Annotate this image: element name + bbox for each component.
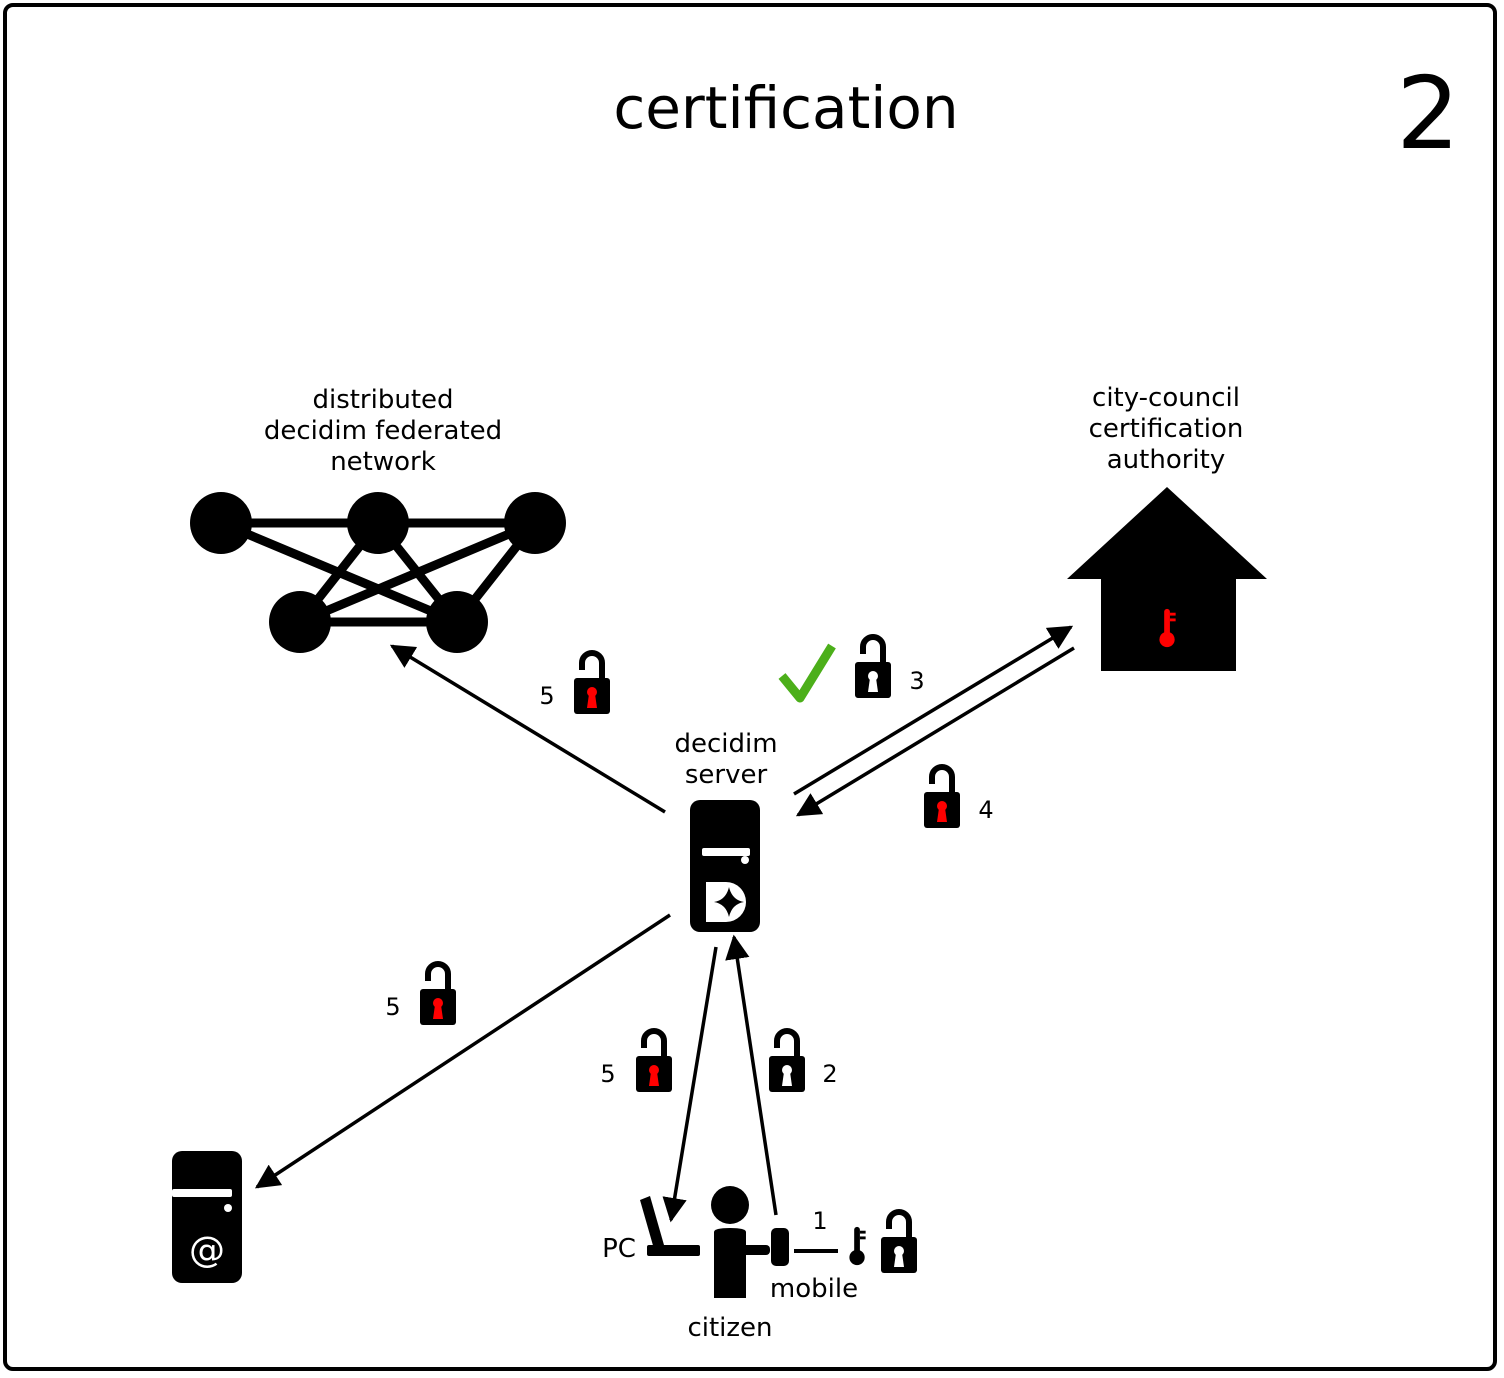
authority-label-line1: city-council — [1092, 383, 1240, 413]
laptop-icon — [640, 1196, 700, 1256]
network-graph-icon — [190, 492, 566, 653]
server-label-line1: decidim — [674, 729, 777, 759]
padlock-icon — [574, 653, 610, 714]
server-label-line2: server — [685, 760, 768, 790]
padlock-icon — [636, 1031, 672, 1092]
person-icon — [711, 1186, 770, 1298]
padlock-icon — [855, 637, 891, 698]
svg-text:@: @ — [189, 1230, 225, 1271]
page-title: certification — [613, 74, 958, 142]
padlock-icon — [924, 767, 960, 828]
step-5-network-label: 5 — [539, 682, 554, 710]
padlock-icon — [881, 1212, 917, 1273]
mobile-label: mobile — [770, 1274, 858, 1304]
checkmark-icon — [778, 643, 836, 703]
network-label-line1: distributed — [312, 385, 453, 415]
arrow-server-to-pc — [662, 946, 718, 1223]
step-3-label: 3 — [909, 667, 924, 695]
authority-label-line3: authority — [1107, 445, 1226, 475]
citizen-label: citizen — [687, 1313, 772, 1343]
network-label-line2: decidim federated — [264, 416, 502, 446]
network-label-line3: network — [330, 447, 436, 477]
key-icon — [849, 1226, 866, 1266]
mobile-phone-icon — [771, 1228, 789, 1266]
step-1-label: 1 — [812, 1207, 827, 1235]
step-4-label: 4 — [978, 796, 993, 824]
panel-number: 2 — [1396, 55, 1460, 172]
step-5-mail-label: 5 — [385, 993, 400, 1021]
arrows — [254, 625, 1075, 1223]
arrow-server-to-network — [389, 644, 666, 814]
pc-label: PC — [602, 1234, 636, 1264]
decidim-server-icon — [690, 800, 760, 932]
authority-label-line2: certification — [1089, 414, 1244, 444]
step-2-label: 2 — [822, 1060, 837, 1088]
arrow-server-to-mail — [254, 913, 671, 1189]
arrow-server-to-authority — [793, 625, 1074, 796]
mail-server-icon: @ — [172, 1151, 242, 1283]
step-5-pc-label: 5 — [600, 1060, 615, 1088]
arrow-mobile-to-server — [725, 934, 778, 1216]
house-icon — [1067, 487, 1267, 671]
padlock-icon — [769, 1031, 805, 1092]
arrow-authority-to-server — [795, 646, 1075, 817]
diagram-frame — [3, 3, 1497, 1371]
padlock-icon — [420, 964, 456, 1025]
